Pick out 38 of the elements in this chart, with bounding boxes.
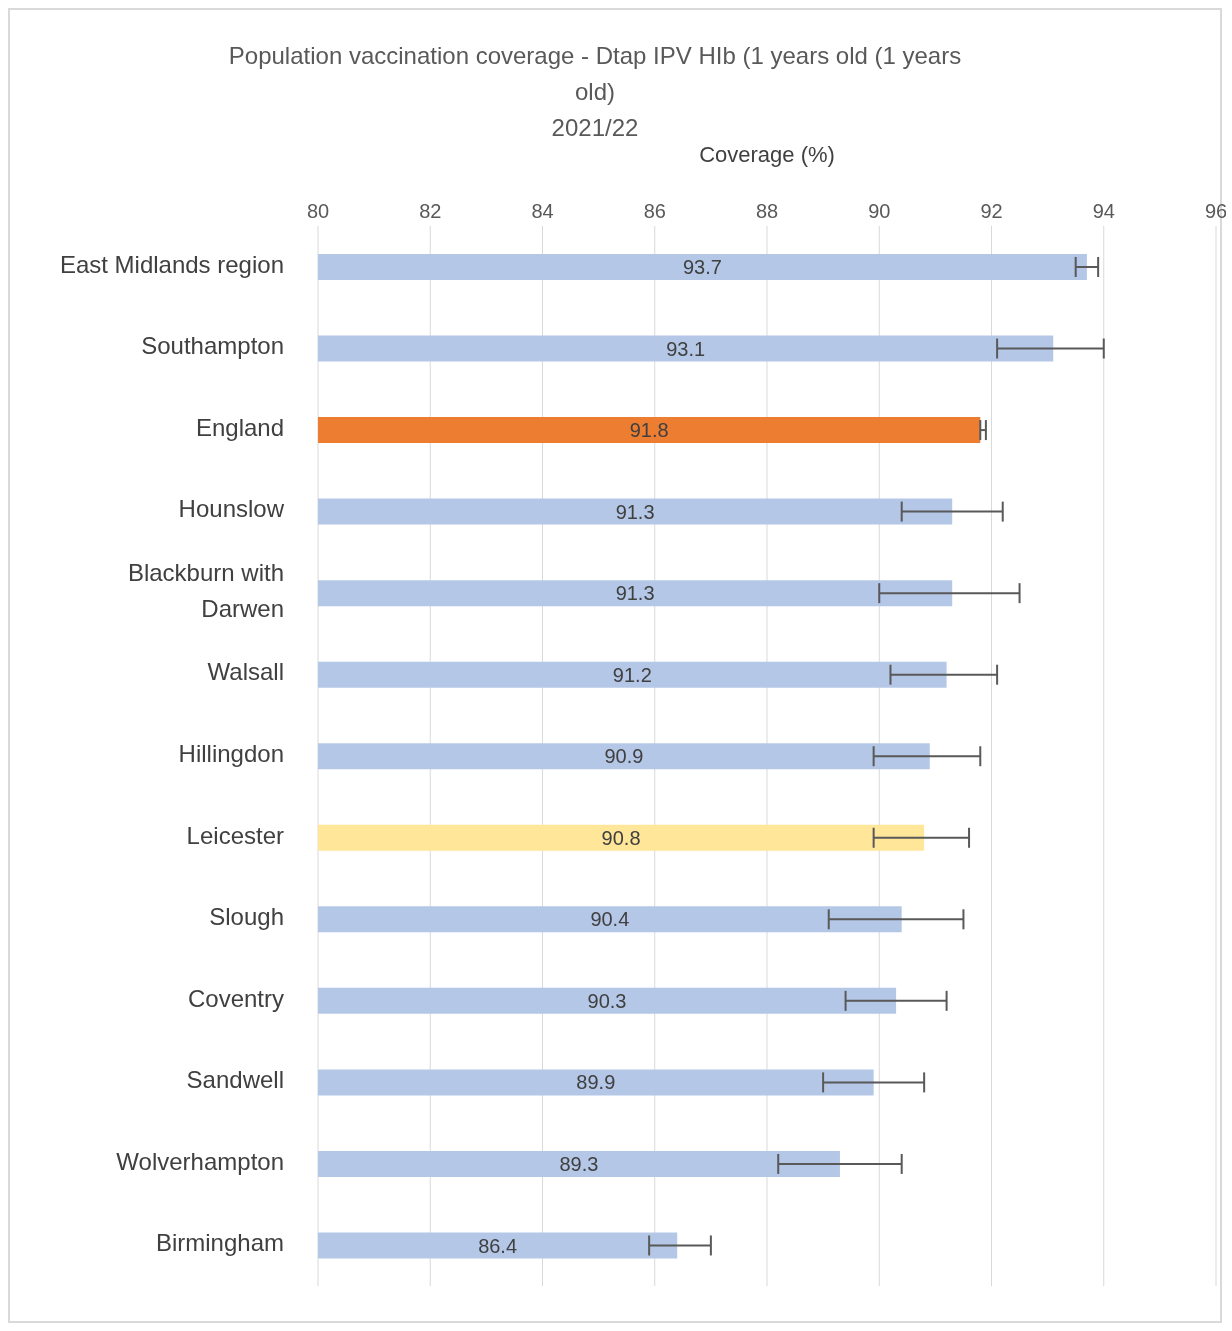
y-tick-label: Coventry — [187, 984, 284, 1012]
y-tick-label: Blackburn with Darwen — [127, 559, 284, 623]
data-label: 90.8 — [601, 826, 641, 849]
data-label: 91.3 — [615, 582, 655, 605]
x-tick-label: 84 — [531, 200, 554, 222]
x-tick-label: 82 — [419, 200, 442, 222]
y-tick-label: England — [195, 414, 284, 442]
y-tick-label: Slough — [209, 903, 284, 931]
chart-subtitle: 2021/22 — [551, 114, 639, 141]
y-tick-label: Walsall — [207, 658, 284, 686]
y-tick-label: East Midlands region — [59, 251, 284, 279]
data-label: 91.3 — [615, 500, 655, 523]
data-label: 93.7 — [682, 256, 722, 279]
x-axis-title: Coverage (%) — [699, 141, 835, 167]
y-tick-label: Leicester — [186, 821, 284, 849]
y-tick-label: Southampton — [141, 332, 284, 360]
y-tick-label: Hillingdon — [178, 740, 284, 768]
data-label: 86.4 — [478, 1234, 518, 1257]
x-tick-label: 96 — [1204, 200, 1228, 222]
y-tick-label: Sandwell — [186, 1066, 284, 1094]
data-label: 90.9 — [604, 745, 644, 768]
chart-title: Population vaccination coverage - Dtap IPV HIb (1 years old (1 years old) — [227, 41, 963, 107]
x-tick-label: 80 — [306, 200, 330, 222]
data-label: 91.8 — [629, 419, 669, 442]
y-tick-label: Hounslow — [178, 495, 285, 523]
data-label: 89.3 — [559, 1153, 599, 1176]
data-label: 93.1 — [666, 337, 706, 360]
x-tick-label: 88 — [755, 200, 779, 222]
data-label: 90.3 — [587, 989, 627, 1012]
data-label: 90.4 — [590, 908, 630, 931]
data-label: 91.2 — [612, 663, 652, 686]
data-label: 89.9 — [576, 1071, 616, 1094]
x-tick-label: 86 — [643, 200, 666, 222]
y-tick-label: Wolverhampton — [116, 1148, 284, 1176]
x-tick-label: 94 — [1092, 200, 1115, 222]
x-tick-label: 90 — [868, 200, 891, 222]
y-tick-label: Birmingham — [155, 1229, 284, 1257]
x-tick-label: 92 — [980, 200, 1003, 222]
